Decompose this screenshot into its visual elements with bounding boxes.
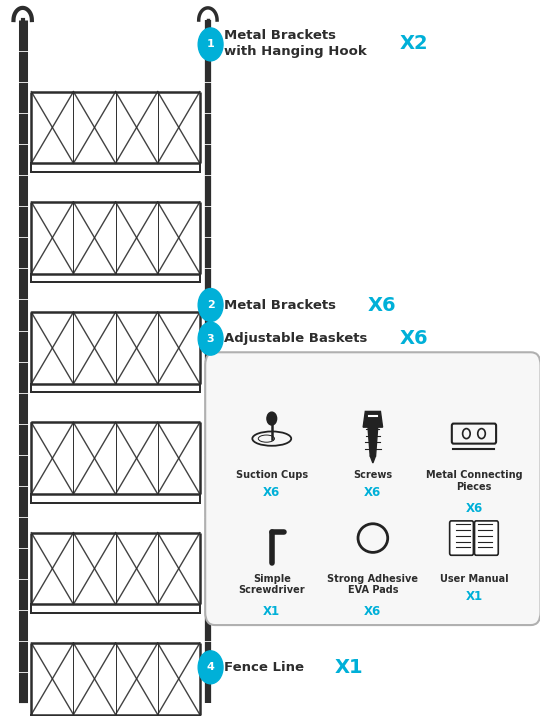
Text: 3: 3 <box>207 334 214 344</box>
Text: 2: 2 <box>207 300 214 310</box>
Circle shape <box>198 322 223 355</box>
Text: Adjustable Baskets: Adjustable Baskets <box>224 332 368 345</box>
Circle shape <box>198 651 223 684</box>
Polygon shape <box>368 427 378 456</box>
Text: X2: X2 <box>400 34 428 53</box>
Circle shape <box>198 28 223 61</box>
Text: X1: X1 <box>465 590 483 603</box>
FancyBboxPatch shape <box>450 521 474 556</box>
Text: X1: X1 <box>263 605 280 619</box>
Text: Strong Adhesive
EVA Pads: Strong Adhesive EVA Pads <box>327 574 418 596</box>
Text: X6: X6 <box>364 486 381 499</box>
Circle shape <box>198 289 223 321</box>
Circle shape <box>267 412 276 425</box>
Text: X1: X1 <box>335 658 363 677</box>
Text: Metal Brackets: Metal Brackets <box>224 299 336 311</box>
Polygon shape <box>363 412 383 427</box>
Text: Fence Line: Fence Line <box>224 661 304 674</box>
Text: 1: 1 <box>207 39 214 49</box>
Text: X6: X6 <box>400 329 428 348</box>
Text: Screws: Screws <box>353 470 393 480</box>
Text: X6: X6 <box>263 486 280 499</box>
Text: X6: X6 <box>364 605 381 619</box>
Text: X6: X6 <box>465 502 483 515</box>
Text: Metal Connecting
Pieces: Metal Connecting Pieces <box>426 470 522 492</box>
Text: X6: X6 <box>367 296 396 314</box>
Text: Suction Cups: Suction Cups <box>236 470 308 480</box>
FancyBboxPatch shape <box>475 521 498 556</box>
Text: Metal Brackets: Metal Brackets <box>224 29 336 42</box>
FancyBboxPatch shape <box>205 352 540 625</box>
Polygon shape <box>370 456 376 463</box>
Text: with Hanging Hook: with Hanging Hook <box>224 45 367 58</box>
Text: Simple
Screwdriver: Simple Screwdriver <box>239 574 305 596</box>
Text: User Manual: User Manual <box>440 574 508 584</box>
Text: 4: 4 <box>207 662 214 672</box>
